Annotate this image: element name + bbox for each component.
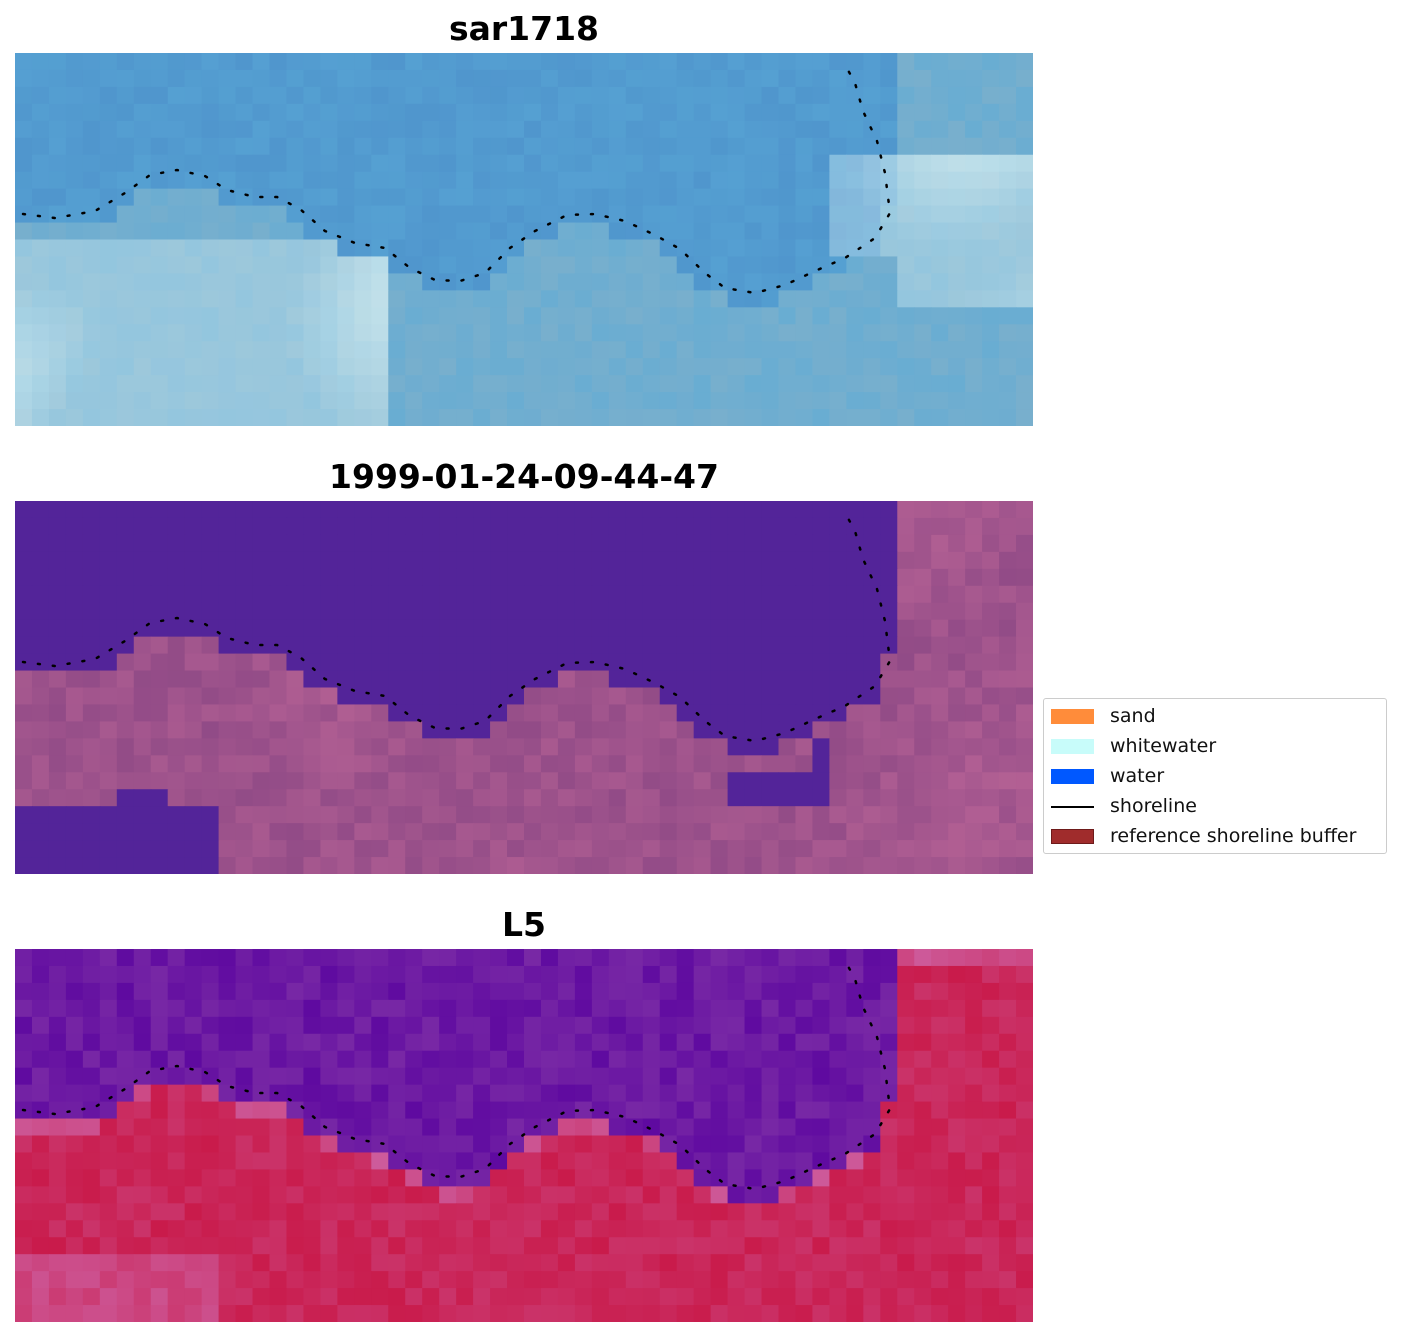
legend-label-sand: sand — [1110, 705, 1156, 727]
legend-label-reference-buffer: reference shoreline buffer — [1110, 825, 1357, 847]
index-image — [15, 949, 1033, 1322]
rgb-image — [15, 53, 1033, 426]
legend-label-shoreline: shoreline — [1110, 795, 1197, 817]
legend-line-shoreline — [1051, 799, 1094, 814]
legend-swatch-whitewater — [1051, 738, 1094, 754]
classified-image-panel — [15, 501, 1033, 874]
classified-image — [15, 501, 1033, 874]
legend-item-whitewater: whitewater — [1051, 735, 1217, 757]
legend-item-reference-buffer: reference shoreline buffer — [1051, 825, 1357, 847]
panel-title-classified: 1999-01-24-09-44-47 — [329, 457, 719, 496]
legend-label-whitewater: whitewater — [1110, 735, 1217, 757]
legend-swatch-sand — [1051, 708, 1094, 724]
legend-label-water: water — [1110, 765, 1165, 787]
shoreline-dots — [21, 507, 892, 743]
panel-title-rgb: sar1718 — [448, 9, 600, 48]
shoreline-dots — [21, 59, 892, 295]
legend-swatch-reference-buffer — [1051, 828, 1094, 844]
index-image-panel — [15, 949, 1033, 1322]
rgb-image-panel — [15, 53, 1033, 426]
legend-item-water: water — [1051, 765, 1165, 787]
legend-item-shoreline: shoreline — [1051, 795, 1197, 817]
panel-title-index: L5 — [502, 905, 546, 944]
legend: sand whitewater water shoreline referenc… — [1043, 698, 1387, 854]
shoreline-dots — [21, 955, 892, 1191]
legend-swatch-water — [1051, 768, 1094, 784]
legend-item-sand: sand — [1051, 705, 1156, 727]
